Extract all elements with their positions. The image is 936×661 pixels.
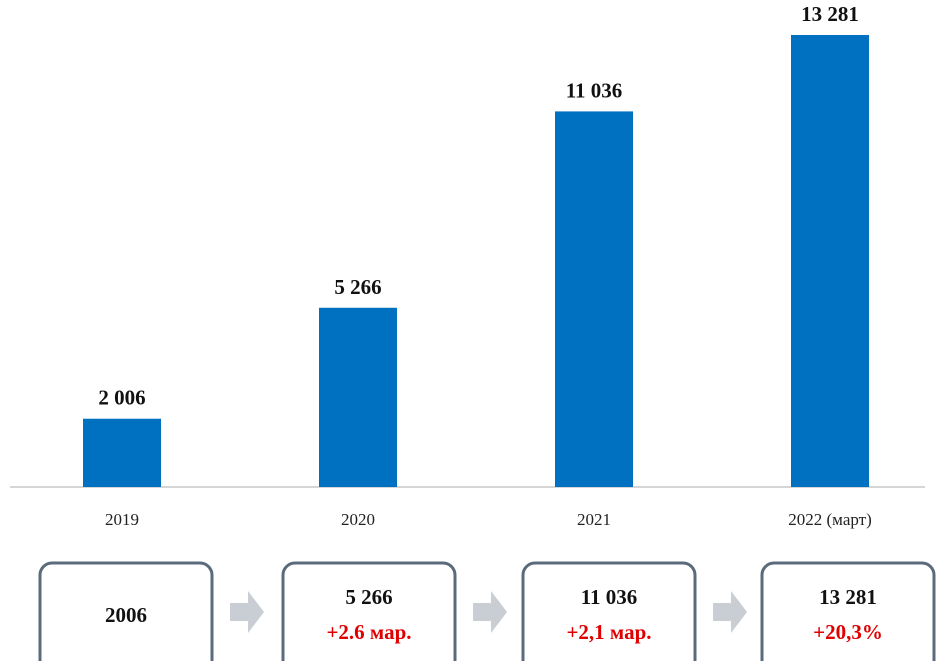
box-text: 2006 (105, 603, 147, 627)
summary-box (521, 561, 697, 661)
bar (555, 111, 633, 487)
arrow (473, 591, 507, 633)
box-growth: +2,1 мар. (566, 620, 651, 644)
arrow (230, 591, 264, 633)
arrow (713, 591, 747, 633)
x-tick-label: 2019 (105, 510, 139, 529)
summary-box (760, 561, 936, 661)
bar (83, 418, 161, 487)
x-tick-label: 2020 (341, 510, 375, 529)
box-text: 13 281 (819, 585, 877, 609)
bar (319, 307, 397, 487)
box-text: 5 266 (345, 585, 392, 609)
box-growth: +2.6 мар. (326, 620, 411, 644)
data-label: 5 266 (334, 275, 381, 299)
data-label: 2 006 (98, 386, 145, 410)
data-label: 11 036 (566, 78, 623, 102)
summary-box (38, 561, 214, 661)
data-label: 13 281 (801, 2, 859, 26)
x-tick-label: 2021 (577, 510, 611, 529)
box-text: 11 036 (581, 585, 638, 609)
x-tick-label: 2022 (март) (788, 510, 871, 529)
summary-box (281, 561, 457, 661)
box-growth: +20,3% (813, 620, 883, 644)
bar (791, 35, 869, 487)
